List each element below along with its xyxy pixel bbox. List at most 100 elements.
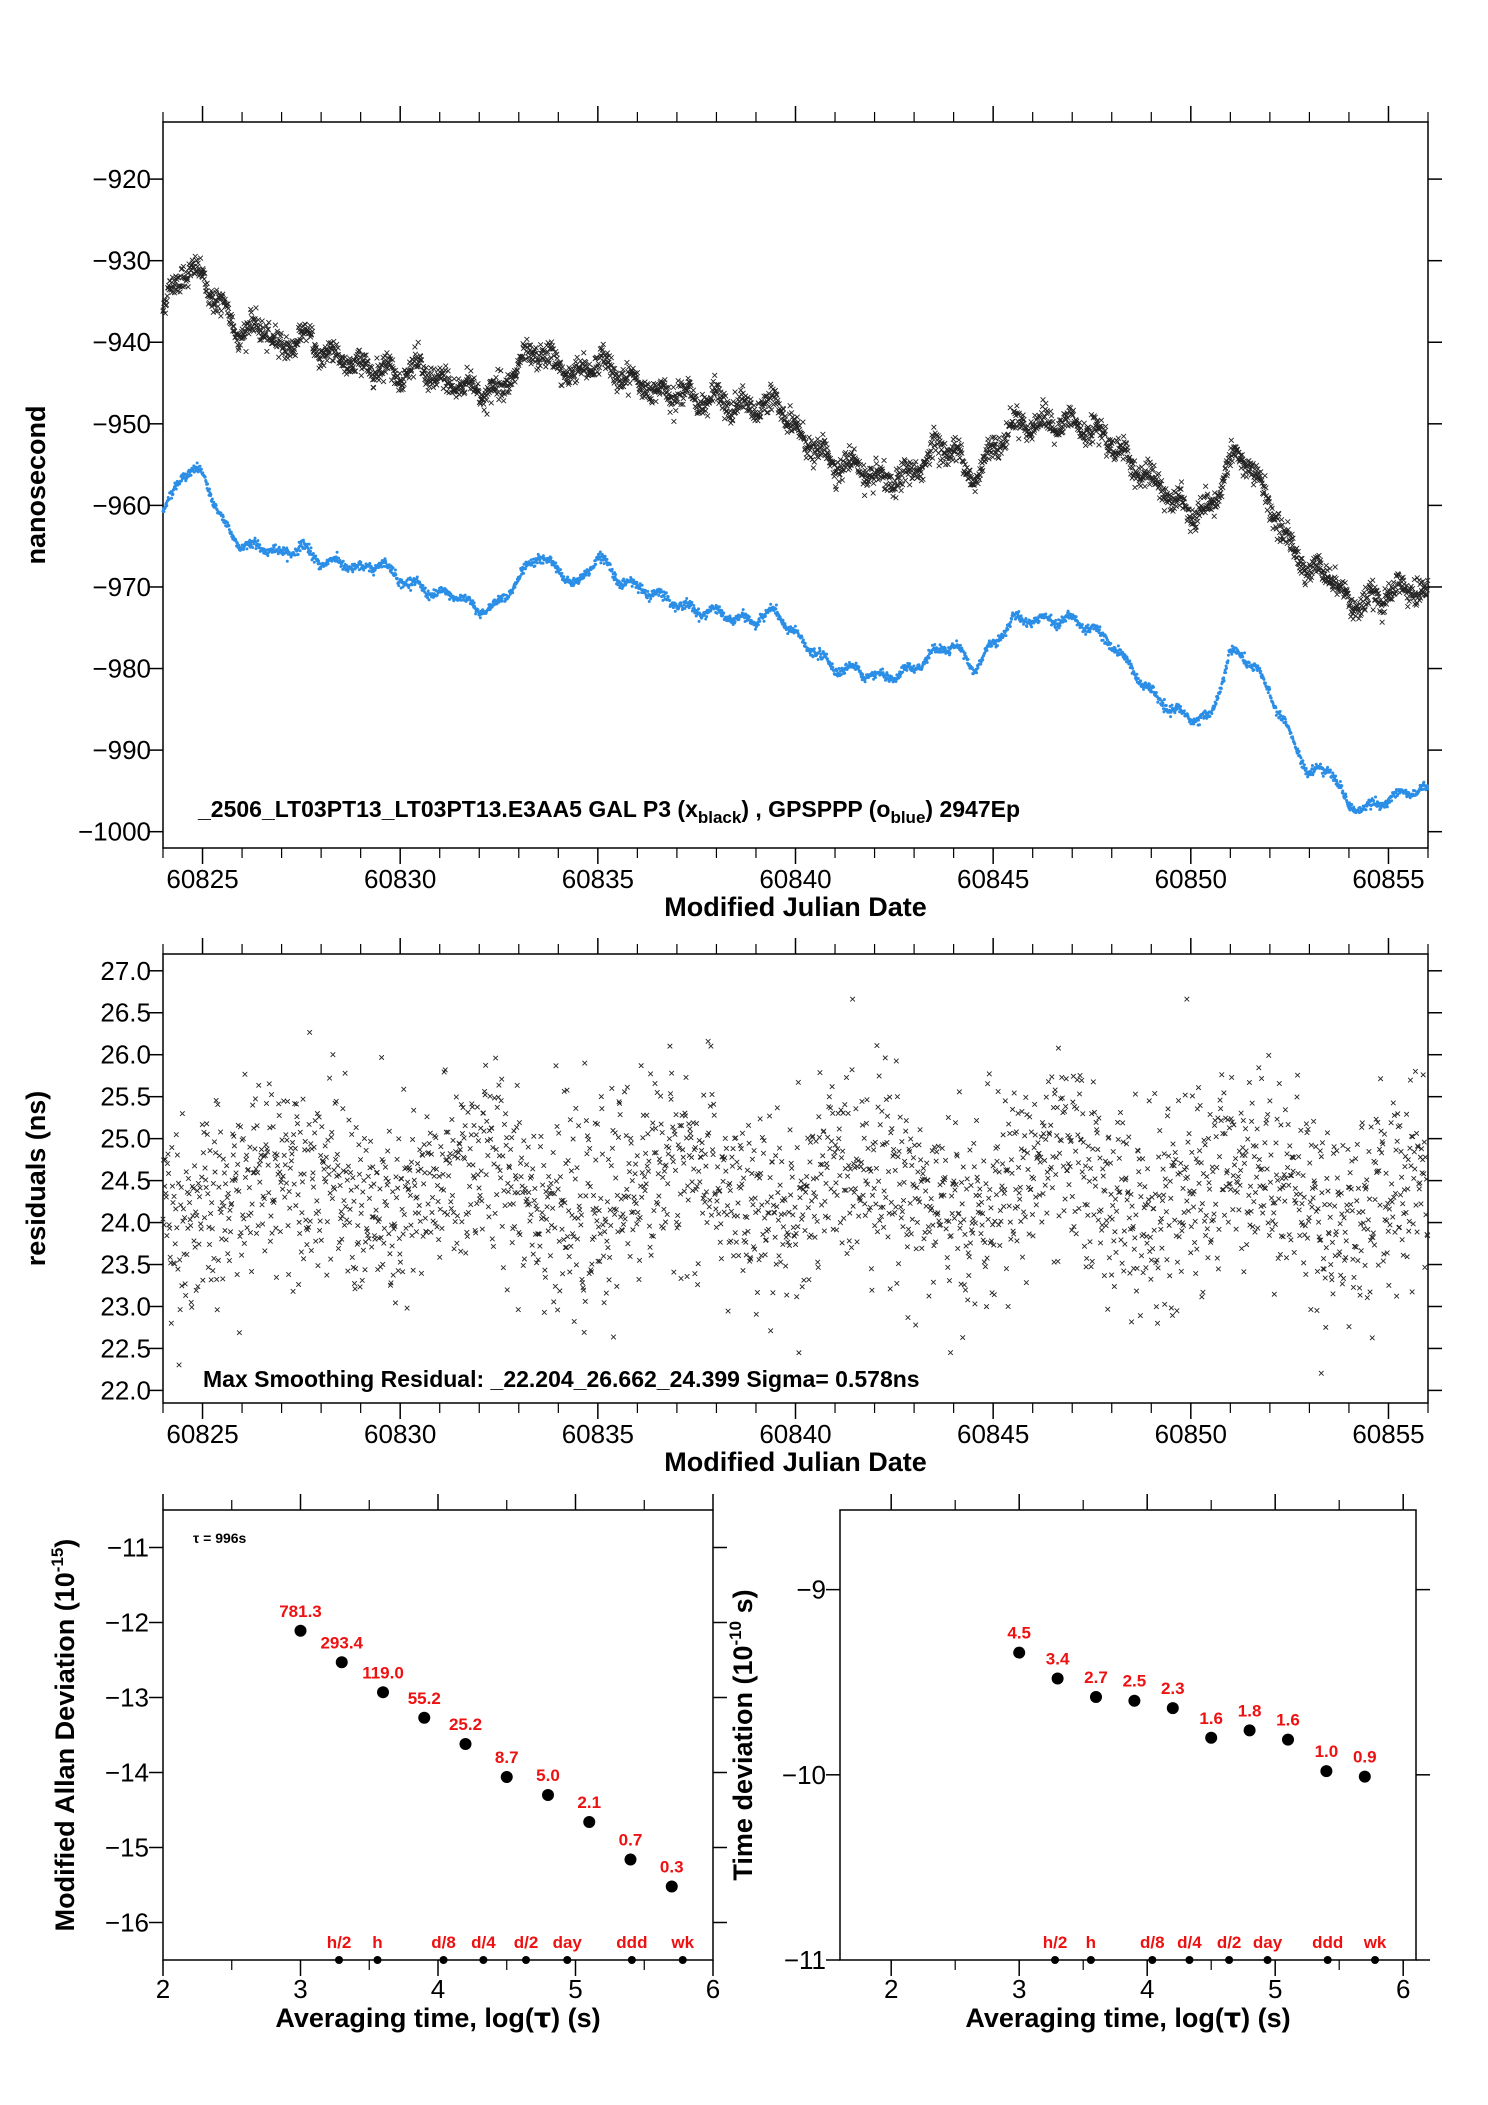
- data-point-black: [392, 367, 399, 374]
- data-point-blue: [1004, 634, 1008, 638]
- data-point-blue: [843, 671, 847, 675]
- data-point-blue: [685, 596, 689, 600]
- data-point-blue: [254, 547, 258, 551]
- data-point-black: [1040, 397, 1046, 403]
- series-gal-p3-black: [160, 253, 1431, 625]
- data-point-black: [537, 341, 544, 348]
- data-point-blue: [397, 584, 401, 588]
- data-point-black: [278, 330, 284, 337]
- x-axis-title: Modified Julian Date: [664, 892, 927, 922]
- data-point-blue: [943, 646, 947, 650]
- data-point-blue: [426, 589, 430, 593]
- data-point-blue: [203, 475, 207, 479]
- data-point-black: [1103, 453, 1110, 459]
- data-point-black: [369, 377, 376, 383]
- data-point-blue: [831, 665, 835, 669]
- data-point-black: [243, 348, 249, 355]
- data-point-black: [170, 285, 177, 291]
- data-point-blue: [774, 603, 778, 607]
- data-point-blue: [955, 639, 959, 643]
- data-point-blue: [1086, 623, 1090, 627]
- data-point-blue: [741, 608, 745, 612]
- data-point-black: [1323, 562, 1329, 569]
- data-point-blue: [1084, 632, 1088, 636]
- data-point-blue: [206, 482, 210, 486]
- data-point-black: [180, 263, 187, 270]
- data-point-blue: [285, 559, 289, 563]
- data-point-blue: [554, 561, 558, 565]
- data-point-black: [171, 290, 178, 296]
- data-point-black: [319, 359, 325, 366]
- data-point-blue: [697, 619, 701, 623]
- data-point-black: [206, 300, 213, 306]
- data-point-black: [931, 424, 937, 430]
- data-point-black: [418, 357, 425, 363]
- data-point-blue: [774, 607, 778, 611]
- data-point-black: [356, 347, 363, 353]
- data-point-black: [470, 379, 476, 385]
- data-point-black: [1087, 441, 1093, 447]
- data-point-black: [218, 313, 224, 319]
- data-point-black: [902, 477, 909, 484]
- data-point-blue: [705, 615, 709, 619]
- data-point-black: [202, 270, 208, 276]
- data-point-black: [396, 370, 403, 377]
- data-point-black: [235, 342, 241, 348]
- data-point-black: [1120, 433, 1127, 440]
- data-point-black: [496, 396, 502, 403]
- data-point-black: [899, 481, 906, 488]
- data-point-black: [814, 436, 821, 442]
- data-point-black: [377, 366, 383, 372]
- data-point-black: [271, 333, 278, 339]
- data-point-black: [408, 368, 414, 375]
- data-point-blue: [636, 591, 640, 595]
- data-point-black: [1098, 417, 1105, 424]
- data-point-blue: [781, 618, 785, 622]
- data-point-black: [1194, 518, 1201, 524]
- data-point-black: [1250, 482, 1257, 488]
- data-point-black: [739, 383, 746, 389]
- data-point-blue: [1109, 642, 1113, 646]
- data-point-black: [259, 318, 265, 324]
- data-point-black: [873, 455, 879, 461]
- data-point-blue: [309, 549, 313, 553]
- data-point-black: [481, 407, 487, 413]
- data-point-black: [197, 255, 204, 261]
- data-point-blue: [307, 542, 311, 546]
- data-point-black: [358, 372, 365, 379]
- x-tick-label: 60830: [364, 864, 436, 894]
- y-tick-label: −950: [92, 409, 151, 439]
- data-point-blue: [541, 554, 545, 558]
- x-tick-label: 60825: [166, 864, 238, 894]
- data-point-blue: [393, 568, 397, 572]
- data-point-black: [690, 387, 697, 393]
- data-point-blue: [341, 559, 345, 563]
- data-point-blue: [1049, 613, 1053, 617]
- data-point-blue: [511, 591, 515, 595]
- data-point-blue: [966, 657, 970, 661]
- data-point-black: [1361, 589, 1367, 596]
- data-point-black: [335, 351, 342, 358]
- data-point-black: [870, 490, 876, 496]
- data-point-blue: [800, 635, 804, 639]
- data-point-blue: [1170, 703, 1174, 707]
- data-point-black: [193, 257, 200, 264]
- data-point-black: [352, 368, 359, 374]
- data-point-black: [1187, 528, 1194, 535]
- data-point-blue: [666, 595, 670, 599]
- y-tick-label: −920: [92, 164, 151, 194]
- x-tick-label: 60845: [957, 864, 1029, 894]
- data-point-blue: [258, 543, 262, 547]
- data-point-blue: [309, 546, 313, 550]
- data-point-black: [398, 387, 404, 393]
- data-point-black: [1202, 483, 1209, 489]
- data-point-black: [229, 314, 235, 320]
- data-point-blue: [549, 556, 553, 560]
- data-point-black: [811, 459, 818, 465]
- data-point-black: [1220, 484, 1226, 491]
- data-point-black: [1096, 442, 1102, 448]
- data-point-black: [177, 289, 183, 295]
- data-point-blue: [415, 575, 419, 579]
- data-point-blue: [614, 573, 618, 577]
